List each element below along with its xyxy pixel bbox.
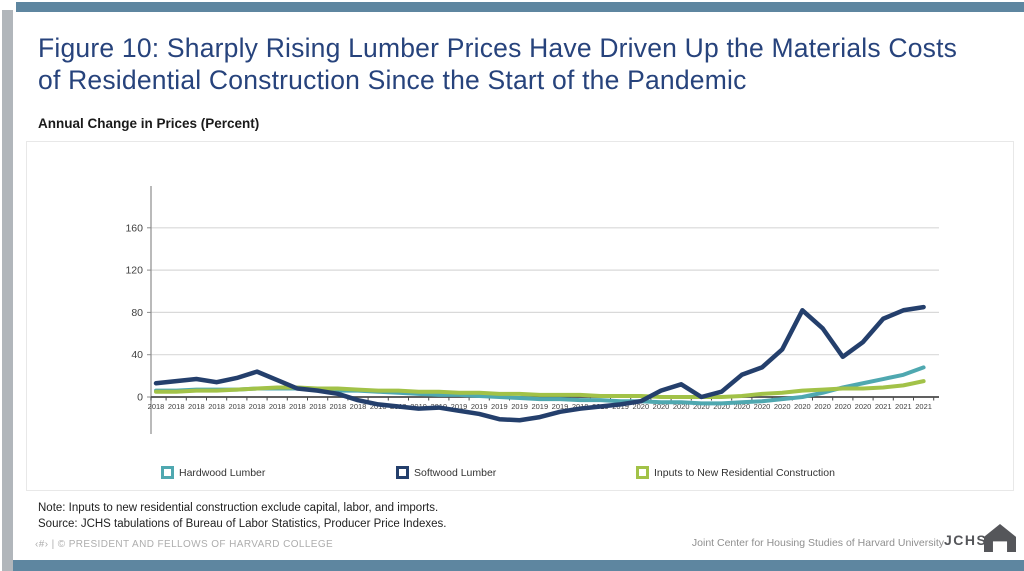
y-axis-label: 120: [125, 265, 143, 277]
x-axis-label: 2020: [855, 402, 872, 411]
x-axis-label: 2021: [895, 402, 912, 411]
hardwood-lumber-swatch-icon: [161, 466, 174, 479]
jchs-house-icon: [984, 524, 1016, 552]
x-axis-label: 2019: [491, 402, 508, 411]
series-line-softwood-lumber: [153, 304, 926, 423]
x-axis-label: 2019: [511, 402, 528, 411]
x-axis-label: 2020: [733, 402, 750, 411]
x-axis-label: 2020: [814, 402, 831, 411]
legend-label: Inputs to New Residential Construction: [654, 466, 835, 479]
x-axis-label: 2018: [148, 402, 165, 411]
x-axis-label: 2020: [794, 402, 811, 411]
figure-title: Figure 10: Sharply Rising Lumber Prices …: [38, 33, 958, 95]
softwood-lumber-swatch-icon: [396, 466, 409, 479]
x-axis-label: 2018: [168, 402, 185, 411]
x-axis-label: 2020: [653, 402, 670, 411]
jchs-logo-text: JCHS: [944, 532, 988, 548]
top-accent-bar: [16, 2, 1024, 12]
jchs-logo: JCHS: [944, 524, 1016, 554]
footer-copyright: ‹#› | © PRESIDENT AND FELLOWS OF HARVARD…: [35, 539, 334, 550]
legend-label: Softwood Lumber: [414, 466, 497, 479]
x-axis-label: 2021: [915, 402, 932, 411]
x-axis-label: 2018: [188, 402, 205, 411]
x-axis-label: 2020: [774, 402, 791, 411]
y-axis-label: 40: [131, 349, 143, 361]
source-line: Source: JCHS tabulations of Bureau of La…: [38, 517, 447, 530]
x-axis-label: 2018: [249, 402, 266, 411]
x-axis-label: 2019: [552, 402, 569, 411]
footer-organization: Joint Center for Housing Studies of Harv…: [691, 537, 944, 549]
x-axis-label: 2020: [713, 402, 730, 411]
x-axis-label: 2019: [531, 402, 548, 411]
legend-label: Hardwood Lumber: [179, 466, 266, 479]
note-line: Note: Inputs to new residential construc…: [38, 502, 439, 514]
bottom-accent-bar: [13, 560, 1024, 571]
legend-item-softwood-lumber: Softwood Lumber: [396, 466, 496, 479]
x-axis-label: 2018: [269, 402, 286, 411]
x-axis-label: 2021: [875, 402, 892, 411]
x-axis-label: 2020: [673, 402, 690, 411]
inputs-construction-swatch-icon: [636, 466, 649, 479]
legend-item-inputs-construction: Inputs to New Residential Construction: [636, 466, 835, 479]
chart-container: 0 40 80 120 160 2018 2018 2018 2018 2018 2018 2018 2…: [26, 141, 1014, 491]
x-axis-label: 2018: [228, 402, 245, 411]
series-line-inputs-to-new-residential-construction: [154, 379, 926, 399]
y-axis-label: 80: [131, 307, 143, 319]
legend-item-hardwood-lumber: Hardwood Lumber: [161, 466, 265, 479]
x-axis-label: 2020: [632, 402, 649, 411]
series-line-hardwood-lumber: [154, 365, 926, 406]
chart-legend: Hardwood Lumber Softwood Lumber Inputs t…: [27, 466, 1013, 490]
x-axis-label: 2020: [834, 402, 851, 411]
chart-axis-heading: Annual Change in Prices (Percent): [38, 116, 260, 131]
x-axis-label: 2018: [289, 402, 306, 411]
slide-edge-strip: [2, 10, 13, 571]
x-axis-label: 2019: [471, 402, 488, 411]
x-axis-label: 2020: [693, 402, 710, 411]
y-axis-label: 160: [125, 222, 143, 234]
y-axis-label: 0: [137, 392, 143, 404]
x-axis-label: 2018: [329, 402, 346, 411]
x-axis-label: 2020: [754, 402, 771, 411]
x-axis-label: 2019: [451, 402, 468, 411]
chart-notes: Note: Inputs to new residential construc…: [38, 501, 446, 532]
x-axis-label: 2018: [309, 402, 326, 411]
x-axis-label: 2018: [350, 402, 367, 411]
x-axis-label: 2018: [208, 402, 225, 411]
